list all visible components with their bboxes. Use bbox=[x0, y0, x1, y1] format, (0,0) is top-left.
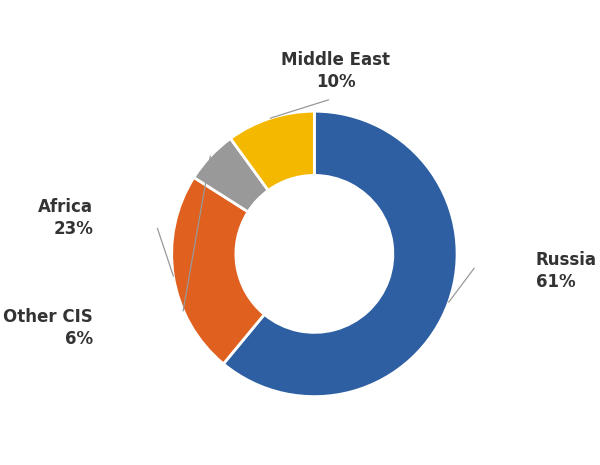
Wedge shape bbox=[194, 139, 268, 212]
Text: Africa
23%: Africa 23% bbox=[38, 198, 93, 239]
Wedge shape bbox=[223, 111, 457, 397]
Text: Middle East
10%: Middle East 10% bbox=[281, 51, 390, 92]
Text: Other CIS
6%: Other CIS 6% bbox=[4, 308, 93, 348]
Wedge shape bbox=[230, 111, 314, 190]
Wedge shape bbox=[172, 178, 265, 364]
Text: Russia
61%: Russia 61% bbox=[536, 251, 596, 291]
